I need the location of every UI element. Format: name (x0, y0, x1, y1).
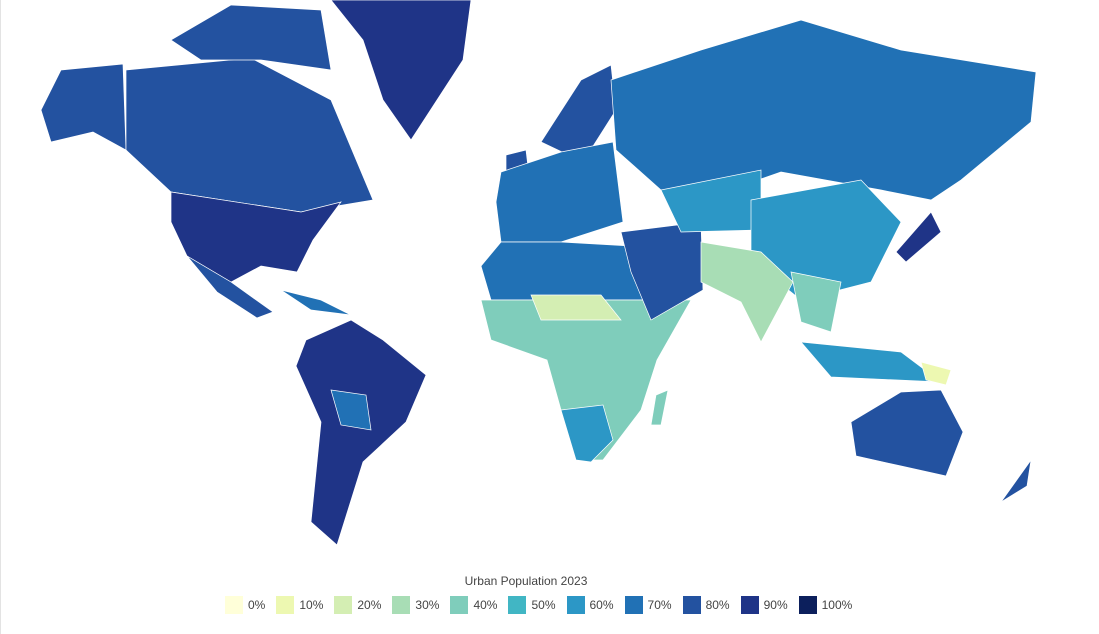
madagascar (650, 389, 669, 426)
legend-item[interactable]: 60% (566, 596, 614, 614)
southeast-asia (790, 271, 842, 333)
legend-label: 90% (763, 598, 788, 612)
legend-item[interactable]: 10% (276, 596, 323, 614)
legend-label: 10% (299, 598, 324, 612)
legend-swatch (334, 596, 353, 614)
legend-swatch (798, 596, 817, 614)
alaska (40, 63, 127, 151)
legend-label: 100% (821, 598, 853, 612)
legend-label: 60% (589, 598, 614, 612)
legend-item[interactable]: 80% (682, 596, 730, 614)
russia (610, 19, 1037, 201)
world-map (40, 0, 1037, 546)
legend-item[interactable]: 90% (740, 596, 788, 614)
legend-item[interactable]: 30% (392, 596, 439, 614)
indonesia (800, 341, 943, 383)
usa (170, 191, 342, 283)
legend-item[interactable]: 50% (508, 596, 556, 614)
caribbean (280, 289, 352, 316)
legend-label: 40% (473, 598, 498, 612)
new-zealand (1000, 459, 1032, 503)
legend-swatch (450, 596, 469, 614)
legend-item[interactable]: 100% (798, 596, 853, 614)
legend-title: Urban Population 2023 (464, 574, 588, 588)
legend-label: 0% (248, 598, 266, 612)
sahel (530, 294, 622, 321)
legend-swatch (624, 596, 643, 614)
legend-swatch (392, 596, 411, 614)
legend-swatch (225, 596, 243, 614)
canada (125, 57, 374, 213)
legend: 0% 10% 20% 30% 40% 50% 60% 70% 80% 90% 100% (225, 596, 852, 614)
europe (495, 141, 624, 243)
legend-label: 70% (647, 598, 672, 612)
legend-label: 80% (705, 598, 730, 612)
legend-swatch (276, 596, 295, 614)
legend-label: 50% (531, 598, 556, 612)
legend-item[interactable]: 0% (225, 596, 265, 614)
south-america (295, 319, 427, 546)
papua-new-guinea (920, 361, 952, 386)
legend-swatch (508, 596, 527, 614)
southern-africa (560, 404, 614, 463)
india (700, 241, 794, 343)
australia (850, 389, 964, 477)
legend-item[interactable]: 40% (450, 596, 497, 614)
legend-swatch (740, 596, 759, 614)
greenland (330, 0, 472, 141)
legend-label: 20% (357, 598, 382, 612)
legend-item[interactable]: 70% (624, 596, 672, 614)
mexico (186, 255, 274, 319)
legend-swatch (682, 596, 701, 614)
legend-label: 30% (415, 598, 440, 612)
legend-item[interactable]: 20% (334, 596, 381, 614)
japan (895, 211, 942, 263)
bolivia-paraguay (330, 389, 372, 431)
arctic-islands (170, 4, 332, 71)
legend-swatch (566, 596, 585, 614)
